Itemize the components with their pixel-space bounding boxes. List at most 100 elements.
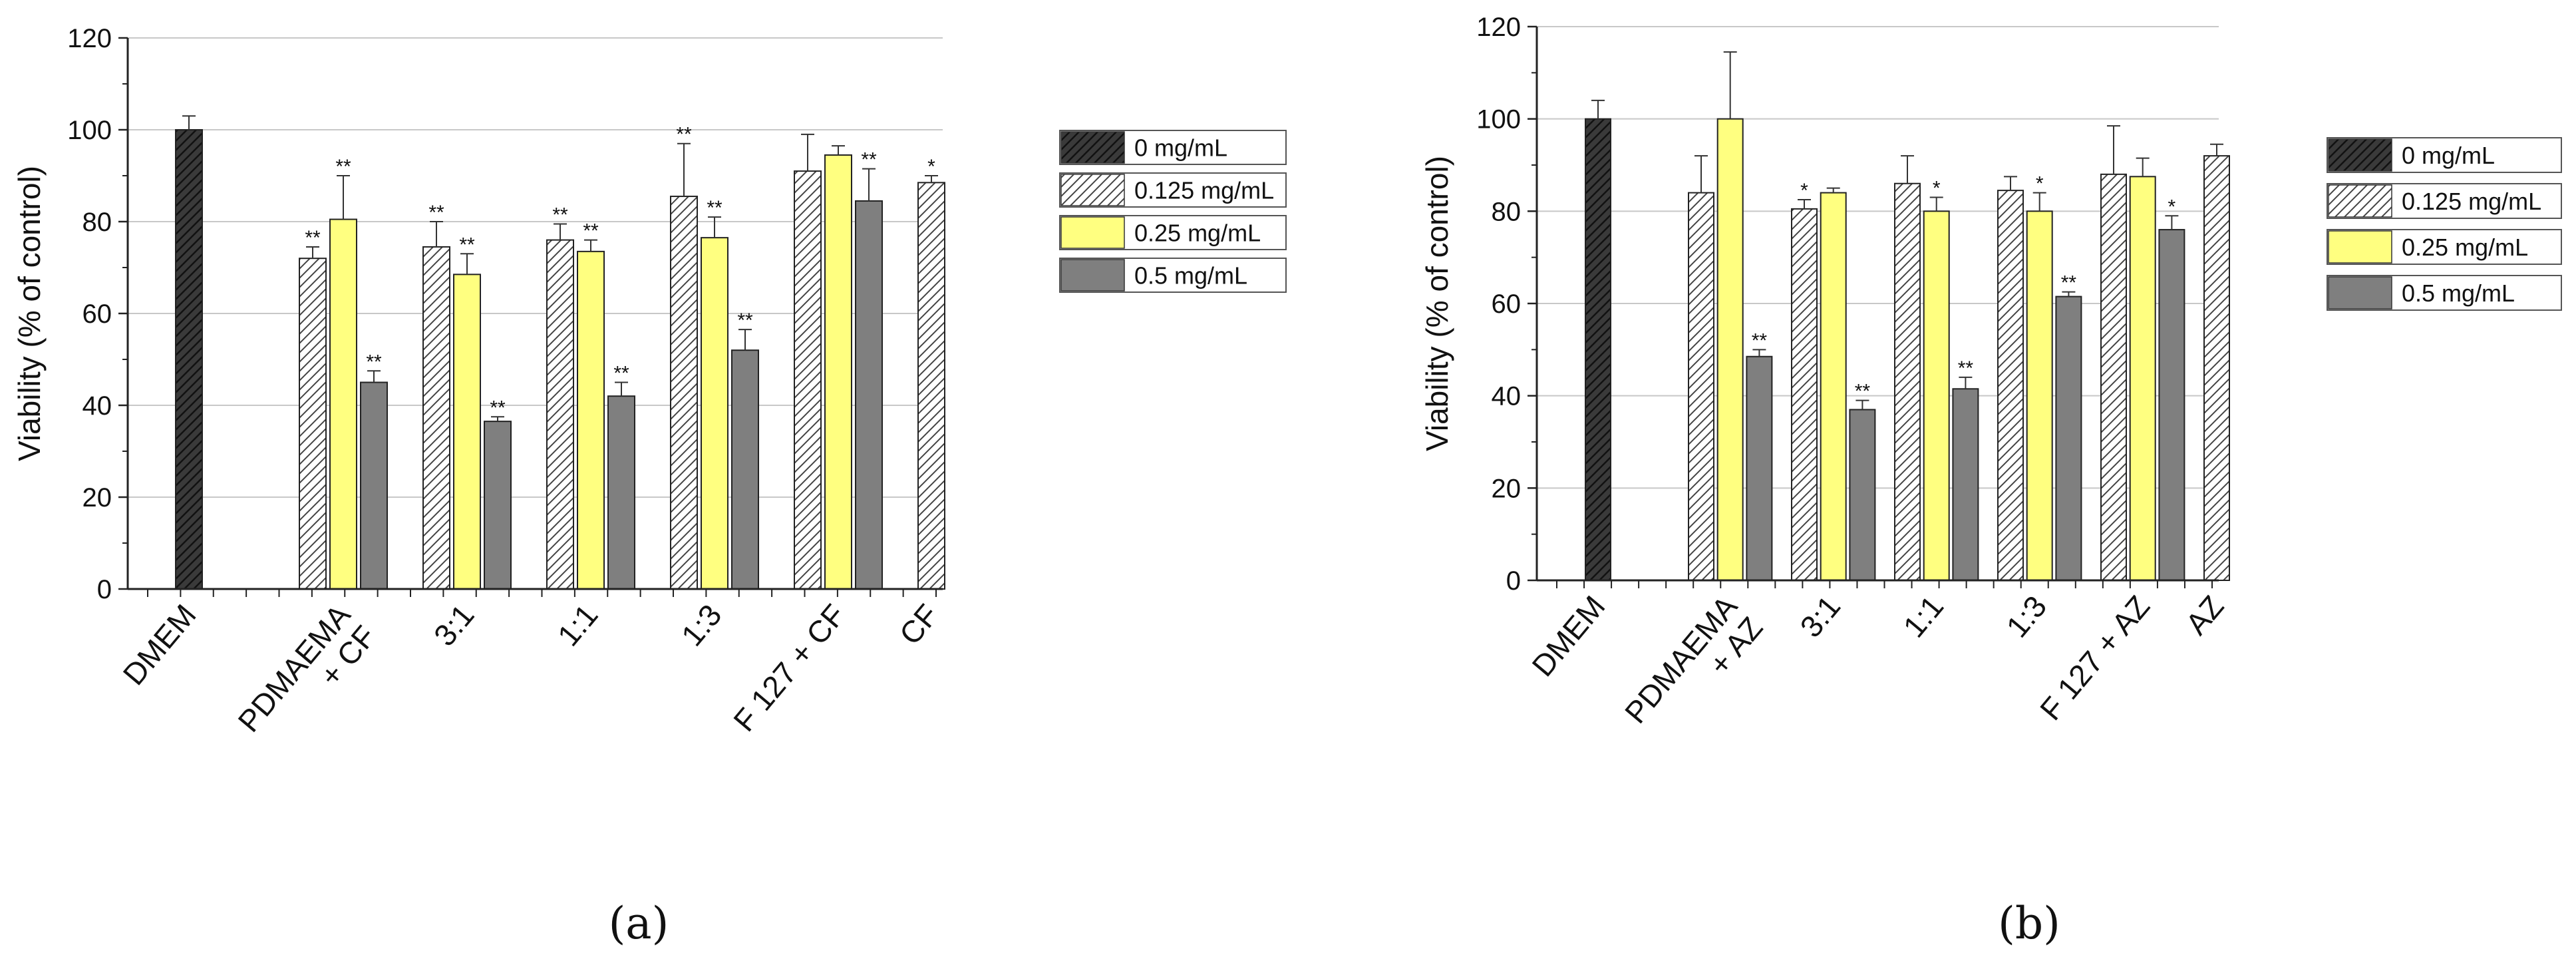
significance-marker: * [1800,180,1808,202]
x-tick-label: 1:3 [675,598,728,652]
bar-0-5-mg-mL-4 [731,349,759,590]
significance-marker: ** [366,351,382,373]
legend-swatch [2328,138,2392,172]
bar-0-25-mg-mL-2 [453,274,481,590]
legend-label: 0.5 mg/mL [1134,262,1247,290]
legend-label: 0 mg/mL [2402,142,2495,169]
y-tick-label: 60 [1492,290,1522,319]
legend-label: 0.25 mg/mL [2402,234,2528,261]
bar-0-25-mg-mL-2 [1820,192,1847,582]
bar-0-5-mg-mL-5 [2158,229,2185,582]
significance-marker: ** [861,149,877,171]
significance-marker: * [2036,173,2044,195]
chart-panel-1: 0 20 40 60 80 100 120 Viability (% of control) *… [12,24,1287,949]
x-tick-label-line: 1:1 [551,598,605,652]
x-tick-label-line: 3:1 [1793,589,1847,644]
panel-caption: (a) [609,898,669,949]
bar-0-5-mg-mL-3 [607,395,635,590]
significance-marker: ** [1752,329,1768,351]
significance-marker: ** [552,204,568,226]
significance-marker: * [927,156,935,178]
legend-label: 0.25 mg/mL [1134,220,1261,247]
significance-marker: * [2168,196,2176,218]
bar-0-5-mg-mL-2 [1849,409,1876,581]
x-tick-label: AZ [2179,589,2231,641]
significance-marker: ** [490,397,506,419]
x-tick-label: F 127 + CF [726,598,852,738]
bar-0-25-mg-mL-4 [701,237,728,590]
bar-0-125-mg-mL-1 [299,258,327,590]
x-tick-label-line: CF [892,598,945,651]
x-tick-label-line: F 127 + AZ [2033,589,2156,727]
x-tick-label: F 127 + AZ [2033,589,2156,727]
y-tick-label: 100 [1476,105,1521,134]
significance-marker: ** [676,124,692,146]
x-tick-label-line: DMEM [1525,589,1611,683]
significance-marker: ** [305,227,321,249]
y-tick-label: 100 [67,116,112,145]
y-tick-label: 120 [67,24,112,53]
bar-0-125-mg-mL-6 [917,182,945,590]
x-tick-label: 3:1 [427,598,481,652]
bar-0-125-mg-mL-2 [422,246,450,590]
significance-marker: * [1933,178,1941,200]
bar-0-25-mg-mL-1 [1716,118,1744,581]
bar-0-25-mg-mL-4 [2026,210,2053,582]
significance-marker: ** [583,220,599,242]
bar-0-125-mg-mL-5 [2100,173,2127,582]
bar-0-125-mg-mL-4 [1997,190,2024,581]
bar-0-125-mg-mL-6 [2203,155,2230,581]
significance-marker: ** [1958,357,1974,379]
y-tick-label: 60 [82,299,112,329]
bar-0-mg-mL-0 [1585,118,1611,581]
significance-marker: ** [1855,381,1871,403]
legend-label: 0 mg/mL [1134,134,1227,162]
significance-marker: ** [707,197,723,219]
bar-0-5-mg-mL-1 [1746,355,1773,581]
legend-label: 0.5 mg/mL [2402,280,2515,307]
x-tick-label: 1:1 [551,598,605,652]
x-tick-label-line: 1:3 [675,598,728,652]
bar-0-5-mg-mL-5 [855,200,883,590]
significance-marker: ** [335,156,351,178]
significance-marker: ** [613,363,629,385]
legend-swatch [2328,276,2392,309]
y-tick-label: 20 [82,483,112,512]
bar-0-25-mg-mL-5 [824,154,852,590]
bar-0-5-mg-mL-4 [2055,295,2082,581]
x-tick-label: CF [892,598,945,651]
x-tick-label: DMEM [1525,589,1611,683]
legend-label: 0.125 mg/mL [1134,177,1274,204]
legend-swatch [1060,131,1125,164]
y-axis-label: Viability (% of control) [1420,156,1454,451]
bar-0-25-mg-mL-3 [577,250,605,590]
chart-panel-2: 0 20 40 60 80 100 120 Viability (% of control) *… [1420,13,2562,949]
legend-swatch [1060,174,1125,206]
bar-0-125-mg-mL-2 [1791,208,1818,582]
legend-swatch [1060,216,1125,249]
x-tick-label-line: 1:1 [1896,589,1950,644]
y-axis-label: Viability (% of control) [12,166,47,461]
bar-0-25-mg-mL-1 [329,218,357,590]
x-tick-label: PDMAEMA+ AZ [1618,589,1770,751]
legend-label: 0.125 mg/mL [2402,188,2541,215]
panel-caption: (b) [1998,898,2060,949]
x-tick-label-line: AZ [2179,589,2231,641]
y-tick-label: 0 [1506,566,1521,596]
y-tick-label: 40 [1492,382,1522,411]
x-tick-label: DMEM [116,598,202,691]
legend-swatch [2328,230,2392,264]
significance-marker: ** [737,309,753,331]
x-tick-label: PDMAEMA+ CF [231,598,383,760]
bar-0-mg-mL-0 [175,129,203,590]
bar-0-5-mg-mL-1 [360,381,388,590]
y-tick-label: 120 [1476,13,1521,42]
bar-0-125-mg-mL-3 [546,239,574,590]
x-tick-label: 3:1 [1793,589,1847,644]
x-tick-label: 1:3 [1999,589,2053,644]
x-tick-label-line: DMEM [116,598,202,691]
x-tick-label-line: 3:1 [427,598,481,652]
bar-0-125-mg-mL-4 [670,196,698,590]
significance-marker: ** [428,202,444,224]
y-tick-label: 80 [1492,197,1522,226]
